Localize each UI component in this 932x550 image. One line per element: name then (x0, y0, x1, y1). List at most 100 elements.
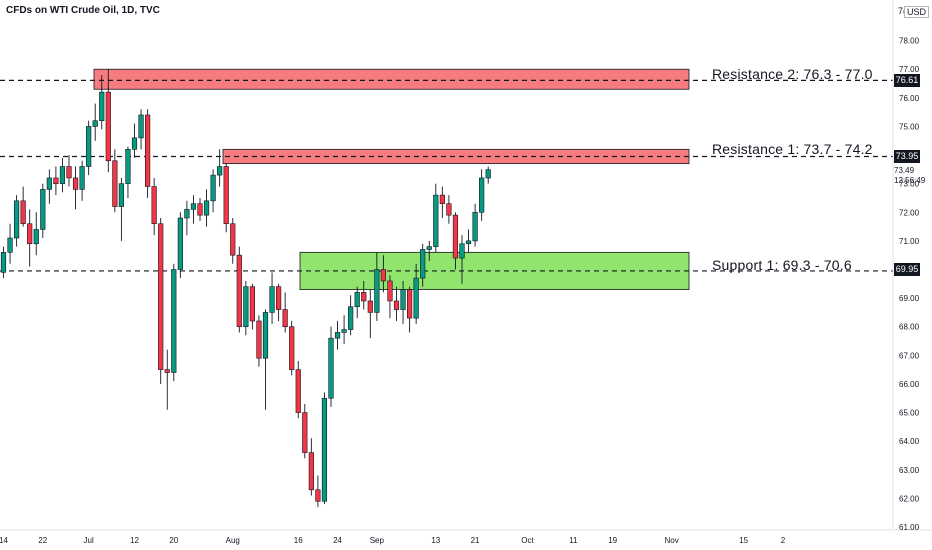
bar-countdown-label: 12:56:49 (894, 176, 926, 185)
candle (400, 280, 406, 324)
candles-layer (0, 69, 491, 507)
candle (426, 240, 432, 261)
candle-body (315, 489, 321, 502)
price-tick-label: 73.00 (899, 180, 920, 189)
candle (459, 235, 465, 284)
candle-body (230, 223, 236, 256)
candle-body (72, 177, 79, 190)
price-tick-label: 68.00 (899, 323, 920, 332)
candle-body (426, 246, 432, 250)
candle-body (282, 309, 288, 328)
candle-body (472, 211, 478, 242)
candle (223, 163, 229, 233)
candle-body (105, 91, 111, 162)
resistance-1-label: Resistance 1: 73.7 - 74.2 (712, 141, 873, 157)
candle-body (203, 200, 210, 216)
chart-title: CFDs on WTI Crude Oil, 1D, TVC (6, 5, 160, 16)
candle-body (446, 203, 452, 216)
candle (14, 195, 20, 247)
candle-body (433, 194, 439, 247)
price-tick-label: 78.00 (899, 37, 920, 46)
candle-body (393, 300, 400, 310)
candle (112, 149, 118, 213)
candle (236, 246, 242, 333)
candle (262, 309, 269, 410)
candle (413, 263, 419, 324)
candle-body (118, 183, 124, 207)
time-tick-label: 24 (333, 536, 342, 545)
candle (72, 166, 79, 210)
time-tick-label: 14 (0, 536, 8, 545)
candle-body (210, 174, 216, 202)
candle (433, 183, 439, 253)
candle (315, 475, 321, 507)
candle-body (151, 186, 157, 225)
candle (138, 109, 144, 150)
candle-body (262, 312, 269, 359)
candle-body (367, 300, 373, 313)
candle (7, 223, 13, 264)
price-tick-label: 77.00 (899, 65, 920, 74)
time-tick-label: 16 (294, 536, 303, 545)
candle-body (164, 369, 170, 373)
candle (33, 212, 39, 256)
candle (439, 186, 445, 218)
resistance-2-price-tag: 76.61 (894, 74, 920, 87)
candle-body (295, 369, 301, 413)
resistance-1-price-tag: 73.95 (894, 150, 920, 163)
candle-body (406, 289, 413, 319)
candle (125, 146, 131, 198)
candle (348, 295, 354, 336)
candle (341, 315, 347, 344)
candle-body (374, 269, 380, 313)
time-tick-label: Jul (84, 536, 94, 545)
candle-body (400, 289, 406, 310)
candle-body (66, 166, 72, 179)
candle-body (171, 269, 177, 373)
candle (27, 209, 33, 267)
zones-layer (93, 68, 690, 290)
price-tick-label: 69.00 (899, 294, 920, 303)
candle-body (341, 329, 347, 333)
time-tick-label: 13 (431, 536, 440, 545)
time-tick-label: 21 (471, 536, 480, 545)
candle (380, 255, 387, 293)
candle-body (7, 237, 13, 253)
candle-body (27, 223, 33, 245)
currency-button[interactable]: USD (904, 6, 930, 18)
candle-body (308, 452, 314, 491)
candle-body (413, 277, 419, 319)
resistance-2-label: Resistance 2: 76.3 - 77.0 (712, 66, 873, 82)
candle (256, 315, 262, 367)
candle (86, 120, 92, 176)
candle-body (236, 254, 242, 328)
time-tick-label: 11 (569, 536, 578, 545)
candle (485, 166, 491, 184)
candle-body (387, 280, 393, 302)
candle (131, 123, 138, 158)
candle-body (361, 292, 367, 302)
candle (158, 218, 164, 384)
candle-body (40, 189, 46, 230)
candle (203, 189, 210, 227)
price-tick-label: 76.00 (899, 94, 920, 103)
candle-body (14, 200, 20, 239)
candle-body (177, 217, 183, 270)
candle (118, 177, 124, 241)
candle (171, 263, 177, 382)
candle-body (217, 166, 223, 176)
support-1-price-tag: 69.95 (894, 263, 920, 276)
candle (406, 286, 413, 333)
candle (249, 283, 256, 330)
candle-body (479, 177, 485, 213)
candle (99, 74, 105, 130)
candle (105, 69, 111, 173)
candle (334, 321, 341, 350)
price-tick-label: 66.00 (899, 380, 920, 389)
candle (275, 283, 282, 321)
time-tick-label: 12 (130, 536, 139, 545)
candle-body (269, 286, 275, 313)
candle (0, 246, 7, 279)
candle (145, 109, 151, 198)
